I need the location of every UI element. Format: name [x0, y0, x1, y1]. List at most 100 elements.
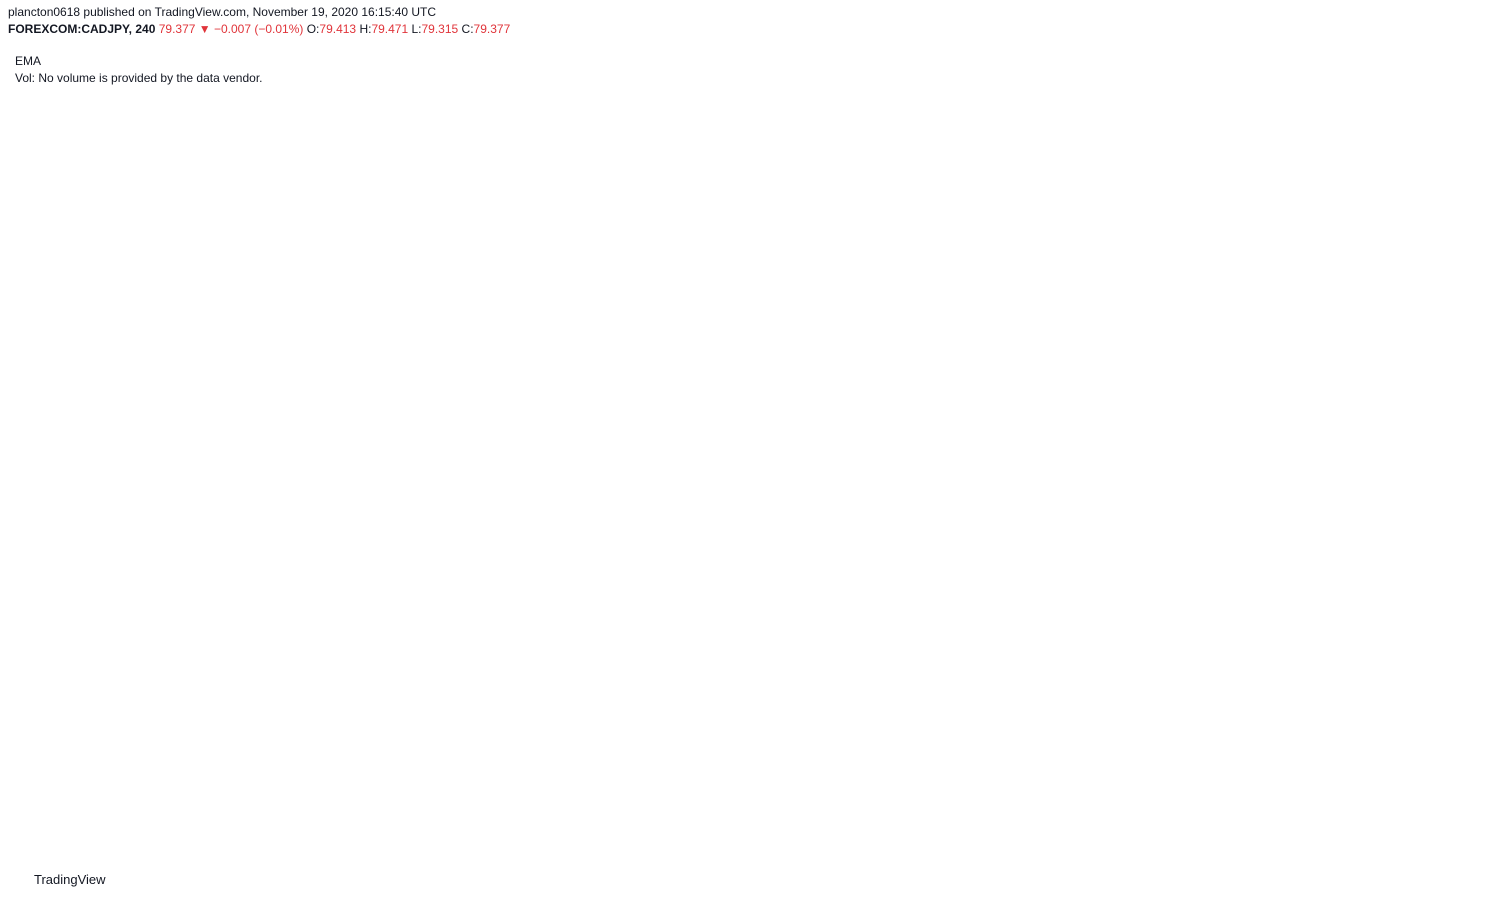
candle-body — [520, 228, 527, 242]
candle-body — [656, 460, 663, 478]
candle-body — [695, 373, 702, 413]
change: ▼ −0.007 (−0.01%) — [198, 22, 304, 36]
indicator[interactable]: EMA — [15, 54, 42, 68]
candle-body — [850, 517, 858, 532]
h-label: H: — [359, 22, 372, 36]
candle-body — [345, 540, 352, 570]
y-tick-label: 80.000 — [1434, 391, 1469, 403]
ema-line — [17, 306, 874, 661]
candle-body — [743, 445, 751, 497]
candle-body — [665, 435, 673, 461]
y-tick-label: 78.000 — [1434, 775, 1469, 787]
candle-body — [801, 502, 809, 505]
candle-body — [296, 498, 304, 517]
candle-body — [208, 508, 216, 524]
candle-body — [121, 546, 129, 566]
candle-body — [675, 435, 683, 451]
candle-body — [869, 509, 877, 517]
candle-body — [451, 212, 459, 255]
candle-body — [111, 565, 119, 601]
fib-label: 0.786(79.115) — [893, 555, 961, 567]
candle-body — [160, 462, 168, 470]
candle-body — [247, 473, 255, 540]
candle-body — [315, 531, 323, 570]
trendline — [7, 204, 1425, 264]
candle-body — [578, 325, 586, 369]
candle-body — [646, 477, 654, 490]
zone — [7, 565, 1425, 586]
candle-body — [170, 469, 177, 503]
trendline — [7, 694, 482, 728]
candle-body — [782, 508, 790, 517]
y-tick-label: 81.400 — [1434, 122, 1469, 134]
h-value: 79.471 — [371, 22, 409, 36]
projection-line — [824, 352, 1156, 570]
c-label: C: — [461, 22, 474, 36]
candle-body — [306, 516, 313, 532]
candle-body — [374, 473, 382, 509]
countdown-label: 01:44:28 — [1431, 529, 1476, 541]
candle-body — [24, 719, 32, 724]
last-price: 79.377 — [158, 22, 196, 36]
y-tick-label: 79.600 — [1434, 468, 1469, 480]
footer-brand: TradingView — [34, 872, 106, 887]
candle-body — [34, 661, 41, 724]
x-tick-label: 11 — [485, 842, 497, 854]
candle-body — [14, 684, 22, 724]
countdown-tag — [1425, 526, 1487, 544]
candle-body — [442, 212, 450, 267]
candle-body — [432, 266, 440, 273]
candle-body — [860, 506, 868, 518]
candle-body — [607, 445, 615, 459]
price-tag — [1425, 507, 1483, 526]
y-tick-label: 77.800 — [1434, 813, 1469, 825]
y-tick-label: 80.600 — [1434, 276, 1469, 288]
symbol-info: FOREXCOM:CADJPY, 240 79.377 ▼ −0.007 (−0… — [8, 22, 510, 36]
candle-body — [733, 416, 741, 446]
indicator[interactable]: Vol: No volume is provided by the data v… — [15, 71, 263, 85]
currency-button[interactable] — [1443, 49, 1473, 69]
candle-body — [72, 673, 80, 676]
candle-body — [364, 508, 372, 561]
candle-body — [218, 504, 226, 524]
candle-body — [714, 400, 722, 403]
candle-body — [500, 218, 508, 252]
candle-body — [724, 402, 731, 417]
candle-body — [199, 508, 207, 522]
candle-body — [549, 297, 557, 307]
candle-body — [354, 540, 362, 559]
x-tick-label: 9 — [372, 842, 378, 854]
y-tick-label: 79.000 — [1434, 583, 1469, 595]
candle-body — [558, 272, 566, 307]
candle-body — [840, 527, 848, 532]
y-tick-label: 78.200 — [1434, 737, 1469, 749]
y-tick-label: 81.600 — [1434, 84, 1469, 96]
candle-body — [685, 373, 693, 451]
candle-body — [267, 502, 275, 507]
candle-body — [422, 208, 430, 273]
candle-body — [131, 537, 139, 543]
candle-body — [286, 498, 294, 520]
candle-body — [617, 395, 625, 459]
y-tick-label: 79.800 — [1434, 429, 1469, 441]
candle-body — [490, 251, 498, 255]
y-tick-label: 80.200 — [1434, 353, 1469, 365]
y-tick-label: 81.000 — [1434, 199, 1469, 211]
y-tick-label: 81.200 — [1434, 161, 1469, 173]
candle-body — [821, 477, 829, 513]
candle-body — [568, 272, 576, 326]
candle-body — [763, 479, 770, 493]
currency-label: JPY — [1448, 53, 1469, 65]
candle-body — [481, 243, 488, 255]
l-label: L: — [411, 22, 422, 36]
fib-label: 0.5(79.946) — [893, 395, 949, 407]
candle-body — [772, 492, 780, 517]
frame — [6, 43, 1492, 863]
candle-body — [510, 218, 518, 242]
candle-body — [335, 569, 343, 572]
zone — [7, 197, 1425, 290]
candle-body — [636, 462, 644, 490]
candle-body — [626, 395, 634, 463]
